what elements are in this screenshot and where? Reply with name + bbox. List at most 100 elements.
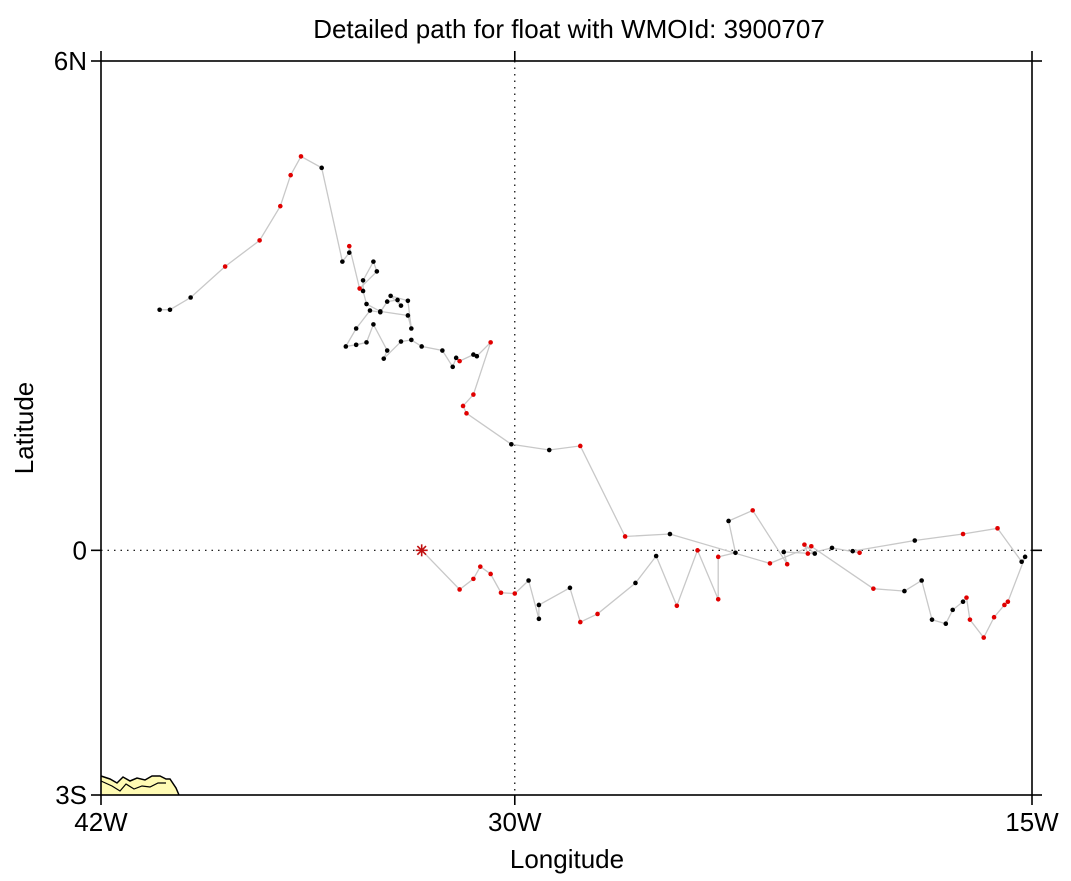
position-point [809,543,814,549]
position-point [395,297,400,303]
position-point [960,531,966,537]
float-positions [157,154,1028,640]
position-point [346,243,352,249]
position-point [457,358,462,364]
float-path [159,155,1026,639]
position-point [257,238,262,243]
position-point [464,411,469,416]
position-point [750,508,755,513]
position-point [781,549,787,555]
position-point [384,299,390,304]
position-point [343,344,349,349]
position-point [488,571,493,577]
x-tick-label: 42W [74,807,128,837]
position-point [471,392,476,397]
position-point [871,586,876,591]
position-point [374,269,380,274]
position-point [398,303,404,308]
position-point [595,611,600,617]
position-point [919,578,924,583]
position-point [633,580,638,586]
position-point [695,548,700,553]
position-point [577,443,583,449]
position-point [346,250,352,255]
position-point [360,278,366,283]
position-point [278,203,283,209]
position-point [471,576,476,582]
position-point [460,403,466,409]
position-point [498,590,504,596]
position-point [450,364,456,370]
position-point [950,607,955,613]
position-point [929,617,935,622]
position-point [991,614,997,620]
position-point [384,348,390,353]
position-point [357,286,362,291]
position-point [943,621,949,627]
y-axis-label: Latitude [9,382,39,475]
position-point [526,578,531,583]
position-point [488,340,493,345]
position-point [364,340,369,345]
position-point [912,538,918,543]
plot-border [100,60,1033,796]
position-point [567,585,573,591]
position-point [829,545,835,551]
position-point [440,348,445,353]
position-point [398,339,404,344]
position-point [367,308,373,313]
position-point [546,447,552,453]
position-point [857,550,862,556]
y-tick-label: 3S [55,780,87,810]
position-point [381,356,387,361]
position-point [960,599,966,605]
axis-ticks: 42W 30W 15W 6N 0 3S [54,46,1059,837]
reference-lines [101,61,1032,795]
position-point [409,337,414,343]
position-point [653,553,659,559]
position-point [474,353,480,359]
position-point [674,603,680,609]
deployment-star-marker [415,544,428,557]
position-point [419,344,424,349]
position-point [802,542,807,547]
path-line [159,155,1026,639]
y-tick-label: 0 [73,535,87,565]
position-point [964,595,969,600]
position-point [371,322,376,327]
position-point [509,442,514,447]
position-point [733,550,738,556]
position-point [353,342,359,348]
position-point [805,551,811,556]
position-point [453,355,459,361]
position-point [222,264,228,269]
y-tick-label: 6N [54,46,87,76]
position-point [371,259,376,264]
position-point [288,172,293,178]
position-point [715,596,721,602]
position-point [850,548,855,554]
position-point [340,259,345,264]
position-point [622,534,628,539]
position-point [378,309,383,314]
plot-frame [100,60,1033,796]
position-point [405,313,411,318]
position-point [967,617,973,622]
position-point [319,165,324,171]
position-point [512,591,518,596]
position-point [667,531,673,537]
x-tick-label: 30W [488,807,542,837]
position-point [812,551,818,556]
position-point [784,561,790,567]
chart-title: Detailed path for float with WMOId: 3900… [313,14,825,44]
position-point [477,564,483,569]
position-point [188,295,193,300]
position-point [715,554,721,560]
position-point [577,619,583,625]
position-point [1005,599,1011,605]
position-point [726,518,731,524]
position-point [298,154,304,159]
land-mass [100,775,180,796]
position-point [364,301,369,307]
